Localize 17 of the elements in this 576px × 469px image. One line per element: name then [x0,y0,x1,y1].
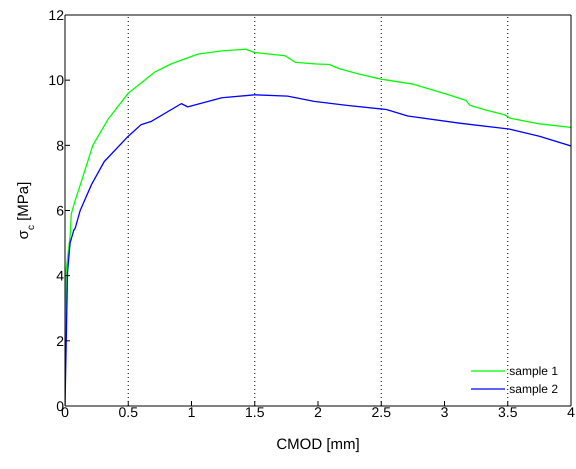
x-tick-label: 2 [314,404,322,420]
x-tick-label: 4 [567,404,576,420]
x-tick-label: 1 [188,404,196,420]
legend-label: sample 1 [509,363,558,380]
x-tick-label: 3 [440,404,449,420]
y-tick-label: 4 [56,268,64,284]
y-tick-label: 10 [48,72,64,88]
y-tick-label: 12 [48,6,64,23]
x-tick-label: 2.5 [372,404,392,420]
x-tick-label: 1.5 [245,404,265,420]
y-tick-label: 6 [56,202,64,218]
y-tick-label: 2 [56,332,64,349]
x-tick-label: 0.5 [118,404,138,420]
legend-label: sample 2 [509,381,558,398]
x-tick-label: 3.5 [498,404,518,420]
y-tick-label: 8 [56,137,64,154]
x-axis-title: CMOD [mm] [276,436,360,453]
